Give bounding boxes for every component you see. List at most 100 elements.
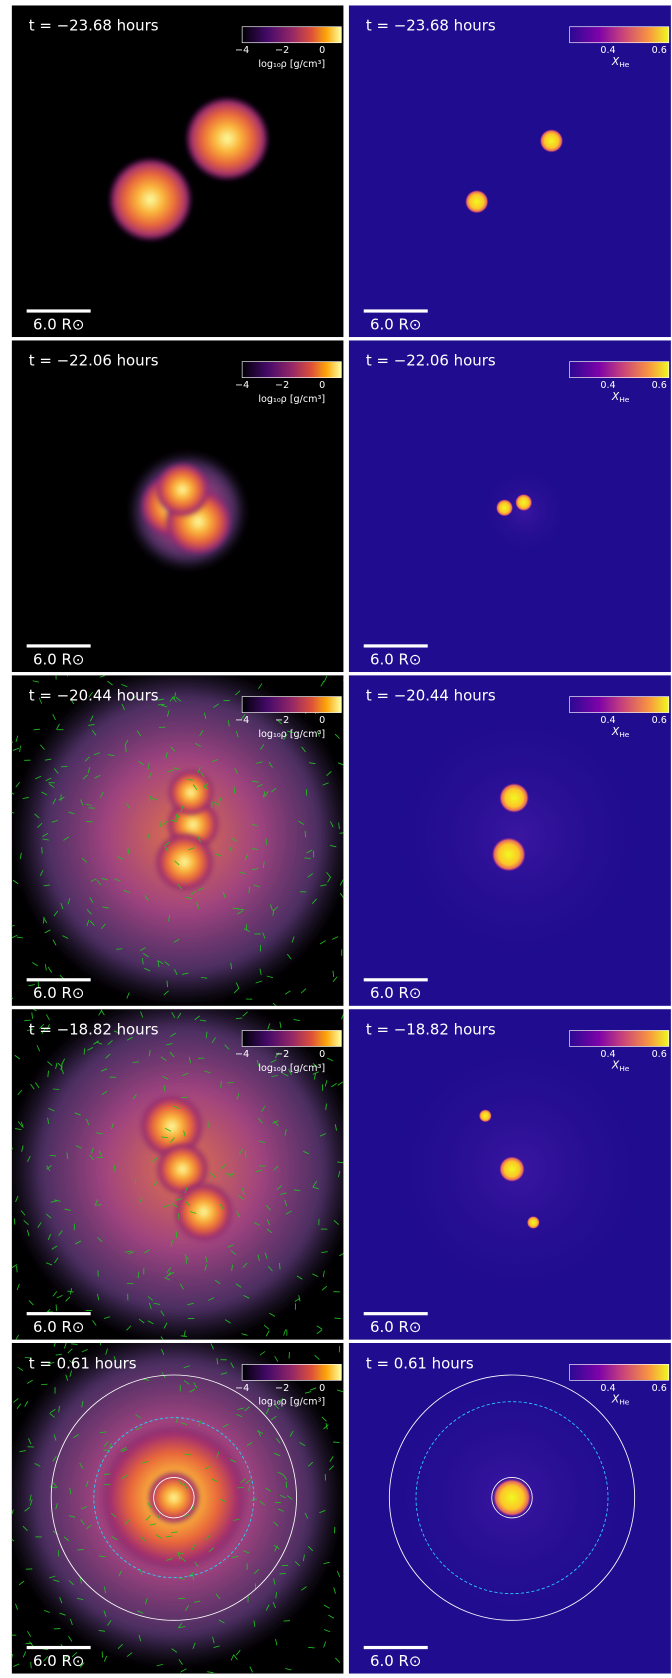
colorbar-tick: −4 [235,380,249,391]
colorbar [570,1364,669,1380]
star [108,157,193,242]
colorbar-label-subscript: He [619,1398,630,1407]
velocity-arrow [304,858,310,859]
colorbar [242,1030,341,1046]
scale-label: 6.0 R⊙ [33,315,84,333]
helium-blob [540,129,563,152]
time-label: t = 0.61 hours [366,1354,474,1372]
scale-label: 6.0 R⊙ [33,1652,84,1670]
velocity-arrow [209,1121,210,1127]
velocity-arrow [225,1174,231,1175]
colorbar-label: log₁₀ρ [g/cm³] [258,59,325,70]
colorbar-tick: 0 [319,380,325,391]
helium-blob [492,837,526,871]
scale-bar [364,309,428,312]
colorbar-tick: −2 [275,380,289,391]
colorbar-tick: 0.6 [652,380,667,391]
scale-bar [27,1312,91,1315]
colorbar [242,697,341,713]
panel-density: t = −22.06 hours6.0 R⊙−4−20log₁₀ρ [g/cm³… [12,340,344,672]
scale-label: 6.0 R⊙ [370,984,421,1002]
colorbar [570,362,669,378]
colorbar-label: log₁₀ρ [g/cm³] [258,394,325,405]
colorbar [570,697,669,713]
panel-image [349,1009,671,1340]
colorbar-tick: 0.6 [652,45,667,56]
colorbar-tick: −2 [275,1383,289,1394]
panel-helium: t = −23.68 hours6.0 R⊙0.40.6XHe [349,5,671,337]
scale-bar [27,309,91,312]
scale-bar [364,1312,428,1315]
colorbar-tick: −4 [235,715,249,726]
panel-helium: t = −22.06 hours6.0 R⊙0.40.6XHe [349,340,671,672]
helium-blob [496,499,513,516]
colorbar-label-subscript: He [619,1064,630,1073]
colorbar-tick: 0 [319,1049,325,1060]
colorbar-tick: 0.6 [652,1383,667,1394]
scale-bar [364,1646,428,1649]
helium-blob [493,1478,531,1516]
panel-image [12,5,344,337]
panel-density: t = −23.68 hours 6.0 R⊙ −4 −2 0 log₁₀ρ [g/cm³… [12,5,344,337]
colorbar-label-subscript: He [619,60,630,69]
scale-bar [27,644,91,647]
scale-label: 6.0 R⊙ [370,315,421,333]
velocity-arrow [17,1266,18,1272]
scale-label: 6.0 R⊙ [370,1652,421,1670]
velocity-arrow [233,908,239,909]
scale-label: 6.0 R⊙ [370,1318,421,1336]
colorbar-tick: 0 [319,45,325,56]
star [155,832,215,892]
velocity-arrow [279,1573,285,1574]
colorbar [570,1030,669,1046]
colorbar-tick: −4 [235,45,249,56]
star [147,1471,200,1524]
scale-label: 6.0 R⊙ [33,650,84,668]
scale-label: 6.0 R⊙ [33,1318,84,1336]
colorbar-label: log₁₀ρ [g/cm³] [258,729,325,740]
colorbar-tick: 0.6 [652,1049,667,1060]
panel-image [349,1343,671,1674]
panel-density: t = 0.61 hours 6.0 R⊙ −4 −2 0 log₁₀ρ [g/cm³] [3,1327,344,1678]
colorbar [242,27,341,43]
velocity-arrow [161,821,162,827]
colorbar-tick: 0 [319,1383,325,1394]
colorbar-tick: −4 [235,1049,249,1060]
colorbar [242,362,341,378]
figure: t = −23.68 hours 6.0 R⊙ −4 −2 0 log₁₀ρ [g/cm³… [0,0,672,1678]
colorbar-label-subscript: He [619,730,630,739]
panel-helium: t = 0.61 hours6.0 R⊙0.40.6XHe [349,1343,671,1674]
panel-background [349,5,671,337]
colorbar-tick: −4 [235,1383,249,1394]
panel-image [349,5,671,337]
panel-image [12,340,344,672]
helium-haze [478,464,572,558]
velocity-arrow [343,680,349,681]
velocity-arrow [246,924,247,930]
time-label: t = −22.06 hours [366,352,496,370]
panel-image [6,665,353,1008]
helium-blob [499,783,529,813]
star [155,462,210,517]
colorbar-label: log₁₀ρ [g/cm³] [258,1397,325,1408]
scale-bar [364,978,428,981]
scale-label: 6.0 R⊙ [370,650,421,668]
time-label: t = −23.68 hours [29,17,159,35]
colorbar-tick: −2 [275,45,289,56]
time-label: t = −18.82 hours [366,1020,496,1038]
time-label: t = 0.61 hours [29,1354,137,1372]
star [174,1182,234,1242]
velocity-arrow [181,1097,187,1098]
panel-density: t = −18.82 hours6.0 R⊙−4−20log₁₀ρ [g/cm³… [6,993,358,1345]
panel-helium: t = −20.44 hours6.0 R⊙0.40.6XHe [349,675,671,1006]
velocity-arrow [71,1344,77,1345]
helium-blob [499,1156,525,1182]
panel-image [349,340,671,672]
page: t = −23.68 hours 6.0 R⊙ −4 −2 0 log₁₀ρ [g/cm³… [0,0,672,1678]
velocity-arrow [31,1662,32,1668]
star [167,769,214,816]
time-label: t = −20.44 hours [366,687,496,705]
scale-label: 6.0 R⊙ [33,984,84,1002]
